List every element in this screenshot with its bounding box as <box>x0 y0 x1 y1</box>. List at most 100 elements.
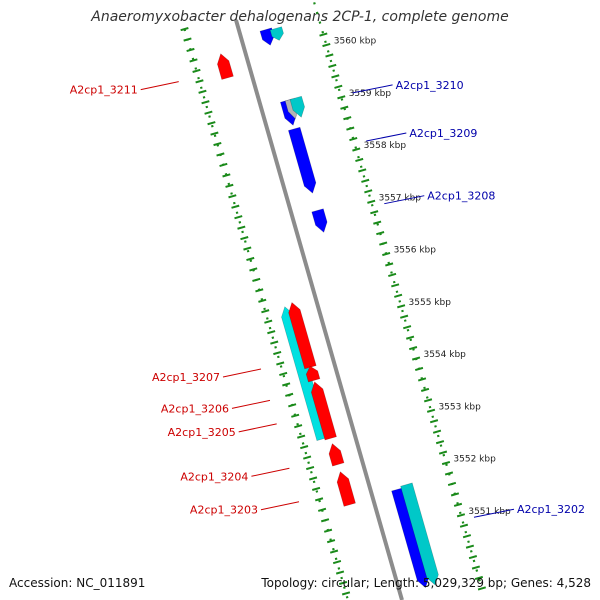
tick-mark <box>343 116 352 121</box>
tick-mark <box>213 141 222 147</box>
feature-forward-gene-12 <box>328 443 345 467</box>
tick-mark <box>210 131 219 136</box>
feature-track <box>217 26 439 589</box>
feature-forward-gene-13 <box>336 471 356 507</box>
tick-mark <box>474 575 484 581</box>
tick-mark <box>326 539 336 544</box>
label-leader <box>352 84 393 94</box>
tick-mark <box>417 377 427 382</box>
tick-mark <box>426 408 436 413</box>
tick-mark <box>276 361 285 366</box>
tick-mark <box>237 225 246 230</box>
tick-mark <box>335 570 345 575</box>
tick-mark <box>331 74 340 79</box>
tick-mark <box>258 298 267 303</box>
tick-mark <box>228 194 237 199</box>
tick-mark <box>219 162 228 168</box>
tick-mark <box>462 534 472 539</box>
gene-labels: A2cp1_3211 A2cp1_3210 A2cp1_3209 A2cp1_3208… <box>70 79 585 518</box>
tick-mark <box>222 173 231 178</box>
tick-mark <box>243 246 252 251</box>
tick-mark <box>189 58 198 63</box>
tick-mark <box>411 356 421 361</box>
tick-mark <box>240 236 249 241</box>
tick-mark <box>438 450 448 455</box>
tick-mark <box>192 68 201 73</box>
tick-mark <box>328 63 337 68</box>
tick-mark <box>291 413 300 418</box>
tick-mark <box>216 152 225 157</box>
tick-mark <box>204 110 213 115</box>
tick-mark <box>234 215 243 220</box>
gene-label: A2cp1_3211 <box>70 84 138 97</box>
tick-mark <box>468 555 478 560</box>
tick-mark <box>231 204 240 209</box>
tick-mark <box>420 387 430 392</box>
label-leader <box>260 501 300 511</box>
tick-mark <box>447 481 457 486</box>
tick-mark <box>306 465 315 471</box>
tick-mark <box>367 199 376 204</box>
tick-mark <box>355 157 364 163</box>
gene-label: A2cp1_3210 <box>396 79 464 92</box>
label-leader <box>366 132 407 142</box>
tick-mark <box>303 455 312 460</box>
position-ticks: 3560 kbp 3559 kbp 3558 kbp 3557 kbp 3556 kbp… <box>334 37 511 517</box>
label-leader <box>222 368 262 378</box>
tick-mark <box>249 267 258 272</box>
accession-text: Accession: NC_011891 <box>9 576 146 590</box>
feature-reverse-gene-0 <box>259 27 275 46</box>
tick-mark <box>450 492 460 497</box>
label-leader <box>473 508 515 518</box>
tick-mark <box>403 325 412 330</box>
tick-mark <box>246 256 255 262</box>
tick-mark <box>370 210 379 215</box>
tick-mark <box>349 137 358 142</box>
tick-mark <box>471 565 481 570</box>
tick-mark <box>225 183 234 188</box>
tick-mark <box>317 507 327 512</box>
tick-mark <box>400 314 409 319</box>
gene-label: A2cp1_3207 <box>152 371 220 384</box>
tick-mark <box>198 89 207 94</box>
feature-reverse-rna-15 <box>400 482 439 586</box>
tick-mark <box>346 126 355 131</box>
tick-mark <box>282 382 291 387</box>
label-leader <box>238 423 277 433</box>
tick-mark <box>320 518 330 523</box>
backbone-line <box>234 19 404 600</box>
tick-mark <box>294 424 303 429</box>
tick-mark <box>432 429 442 434</box>
tick-mark <box>453 502 463 507</box>
position-label: 3559 kbp <box>349 89 392 99</box>
tick-mark <box>358 168 367 173</box>
tick-mark <box>340 105 349 110</box>
gene-label: A2cp1_3209 <box>409 127 477 140</box>
position-label: 3553 kbp <box>438 402 481 412</box>
feature-reverse-gene-6 <box>288 126 317 194</box>
gene-label: A2cp1_3206 <box>161 402 229 415</box>
tick-mark <box>261 309 270 314</box>
feature-reverse-rna-5 <box>289 95 305 118</box>
tick-mark <box>323 528 333 533</box>
tick-mark <box>435 440 445 445</box>
position-label: 3551 kbp <box>468 507 511 517</box>
feature-forward-gene-9 <box>288 301 317 370</box>
tick-mark <box>207 121 216 126</box>
backbone <box>234 19 404 600</box>
feature-reverse-rna-1 <box>269 26 284 41</box>
label-leader <box>384 195 425 205</box>
map-title: Anaeromyxobacter dehalogenans 2CP-1, com… <box>91 9 509 25</box>
tick-mark <box>329 549 339 554</box>
tick-mark <box>325 53 334 58</box>
tick-mark <box>397 304 406 309</box>
tick-mark <box>334 84 343 89</box>
tick-mark <box>297 434 306 439</box>
feature-forward-gene-10 <box>305 365 321 383</box>
gene-label: A2cp1_3204 <box>180 470 248 483</box>
tick-mark <box>311 486 321 491</box>
tick-mark <box>337 95 346 100</box>
label-leader <box>251 467 290 477</box>
tick-mark <box>388 272 397 277</box>
tick-mark <box>180 27 189 32</box>
